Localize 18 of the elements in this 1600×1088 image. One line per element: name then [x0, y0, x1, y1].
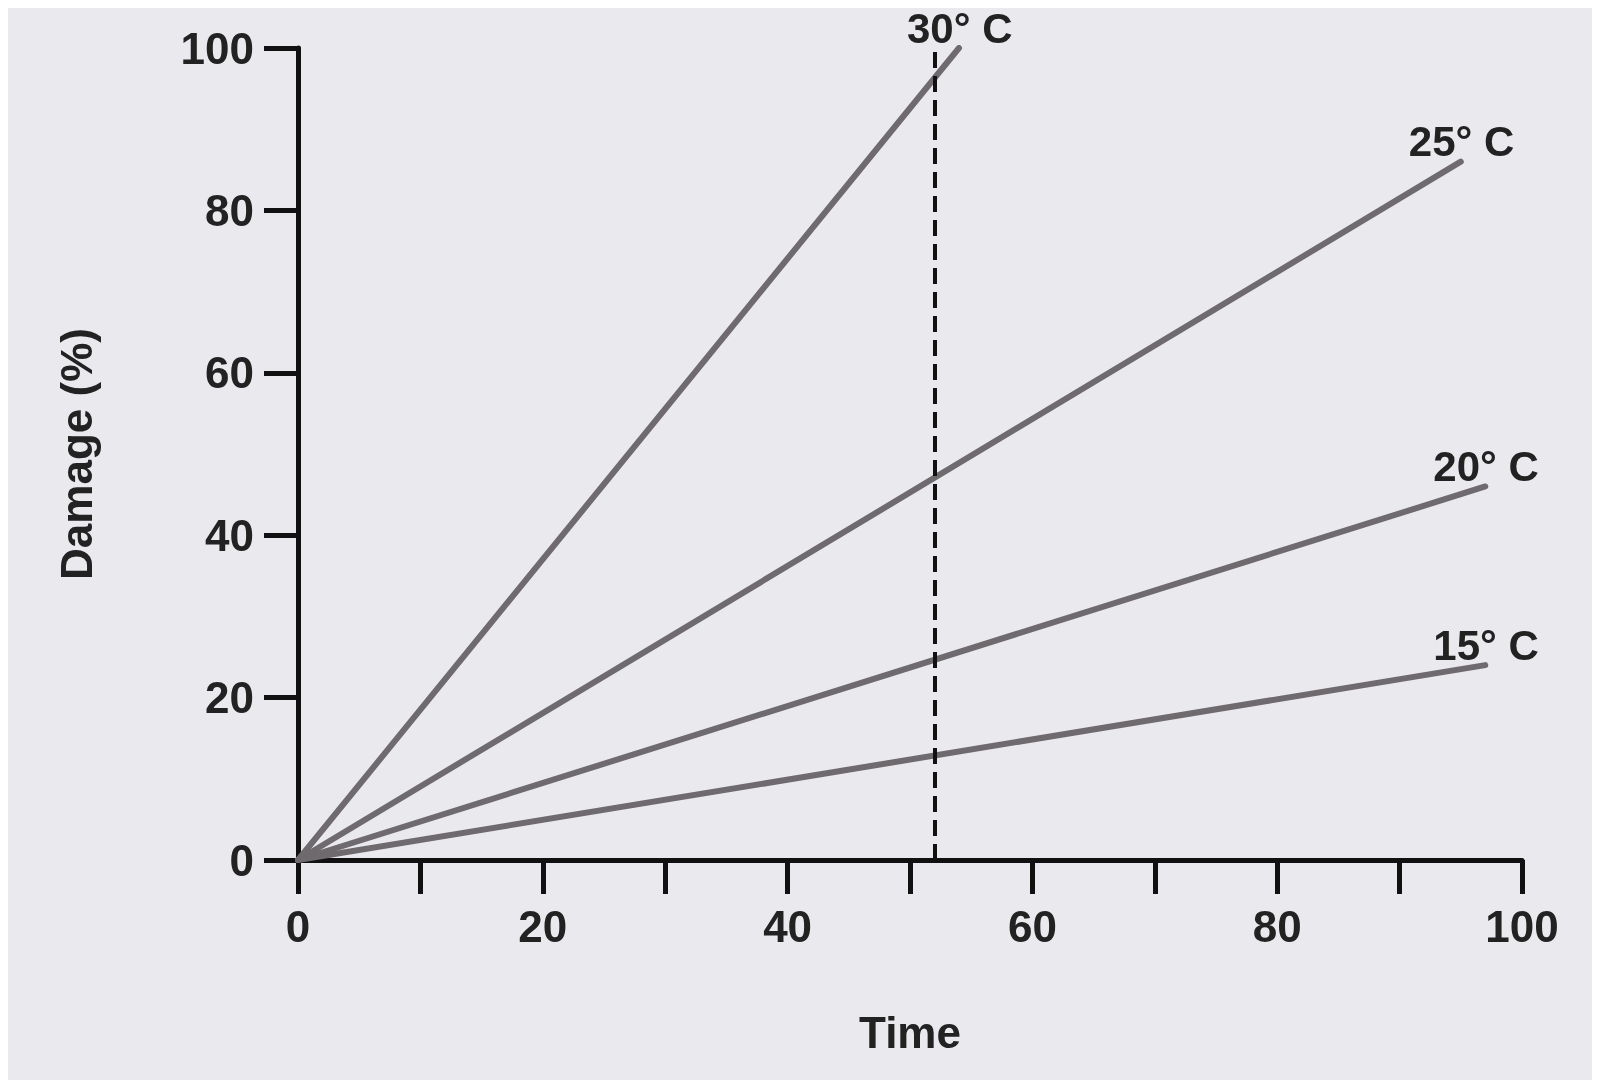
series-label: 25° C — [1408, 118, 1515, 166]
x-axis-title: Time — [859, 1007, 961, 1057]
x-tick-label: 40 — [763, 901, 813, 951]
y-tick-label: 20 — [205, 673, 254, 723]
series-label: 30° C — [906, 4, 1013, 52]
y-tick-label: 100 — [180, 23, 254, 73]
x-tick-label: 20 — [518, 901, 568, 951]
y-tick-label: 40 — [205, 510, 254, 560]
x-tick-label: 100 — [1485, 901, 1559, 951]
y-tick-label: 0 — [229, 835, 254, 885]
series-label: 15° C — [1433, 621, 1539, 669]
y-tick-label: 60 — [205, 348, 254, 398]
x-tick-label: 60 — [1007, 901, 1057, 951]
x-tick-label: 0 — [285, 901, 311, 951]
series-label: 20° C — [1433, 442, 1539, 490]
y-tick-label: 80 — [205, 185, 254, 235]
x-tick-label: 80 — [1252, 901, 1302, 951]
y-axis-title: Damage (%) — [51, 328, 101, 580]
